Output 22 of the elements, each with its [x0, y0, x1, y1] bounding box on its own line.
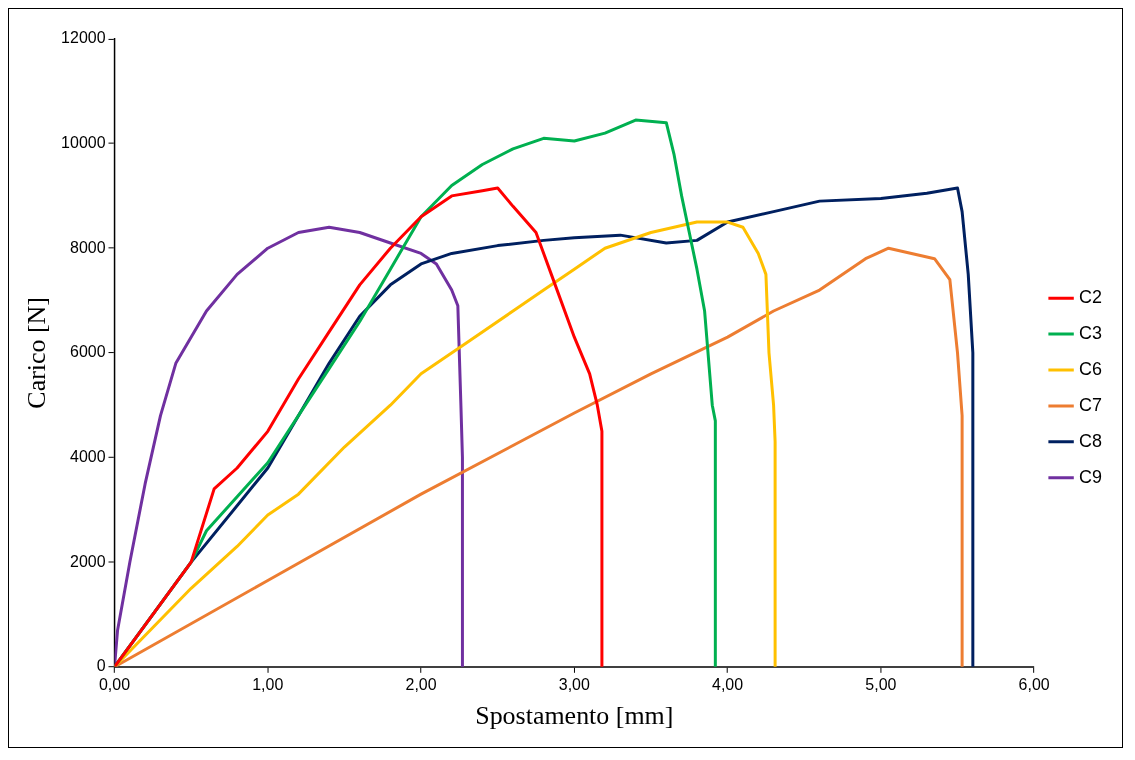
x-tick-label: 3,00 [558, 675, 590, 693]
x-tick-label: 1,00 [252, 675, 284, 693]
legend-label: C7 [1079, 394, 1103, 415]
x-tick-label: 2,00 [405, 675, 437, 693]
y-tick-label: 4000 [70, 447, 106, 465]
y-tick-label: 6000 [70, 343, 106, 361]
legend-label: C6 [1079, 358, 1103, 379]
legend-label: C3 [1079, 323, 1103, 344]
legend-label: C9 [1079, 466, 1103, 487]
legend-label: C2 [1079, 287, 1103, 308]
y-axis-title: Carico [N] [22, 297, 52, 409]
x-tick-label: 6,00 [1018, 675, 1050, 693]
x-tick-label: 0,00 [98, 675, 131, 693]
x-tick-label: 4,00 [712, 675, 744, 693]
y-tick-label: 10000 [61, 133, 106, 151]
x-tick-label: 5,00 [865, 675, 897, 693]
legend-label: C8 [1079, 430, 1103, 451]
x-axis-title: Spostamento [mm] [475, 701, 674, 731]
y-tick-label: 12000 [61, 29, 106, 47]
y-tick-label: 8000 [70, 238, 106, 256]
y-tick-label: 2000 [70, 552, 106, 570]
y-tick-label: 0 [96, 657, 106, 675]
